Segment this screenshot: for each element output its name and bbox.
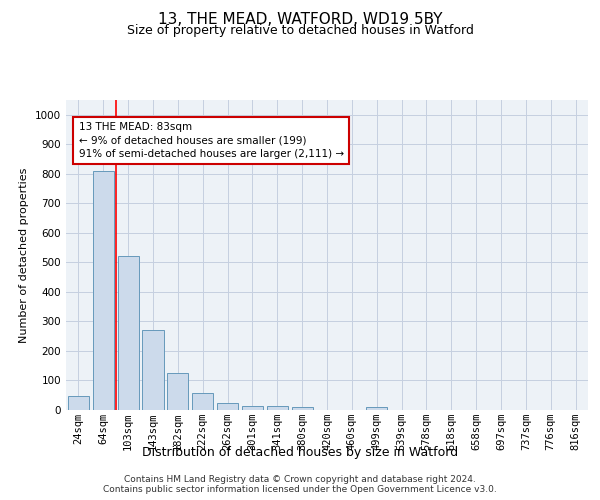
Bar: [68, 396, 89, 410]
Text: Contains public sector information licensed under the Open Government Licence v3: Contains public sector information licen…: [103, 485, 497, 494]
Text: Distribution of detached houses by size in Watford: Distribution of detached houses by size …: [142, 446, 458, 459]
Bar: [192, 393, 213, 410]
Bar: [292, 407, 313, 410]
Text: Contains HM Land Registry data © Crown copyright and database right 2024.: Contains HM Land Registry data © Crown c…: [124, 475, 476, 484]
Text: Size of property relative to detached houses in Watford: Size of property relative to detached ho…: [127, 24, 473, 37]
Bar: [118, 256, 139, 410]
Y-axis label: Number of detached properties: Number of detached properties: [19, 168, 29, 342]
Text: 13 THE MEAD: 83sqm
← 9% of detached houses are smaller (199)
91% of semi-detache: 13 THE MEAD: 83sqm ← 9% of detached hous…: [79, 122, 344, 158]
Bar: [93, 171, 114, 410]
Bar: [142, 330, 164, 410]
Bar: [217, 402, 238, 410]
Bar: [242, 406, 263, 410]
Bar: [167, 373, 188, 410]
Bar: [267, 406, 288, 410]
Bar: [366, 407, 387, 410]
Text: 13, THE MEAD, WATFORD, WD19 5BY: 13, THE MEAD, WATFORD, WD19 5BY: [158, 12, 442, 28]
